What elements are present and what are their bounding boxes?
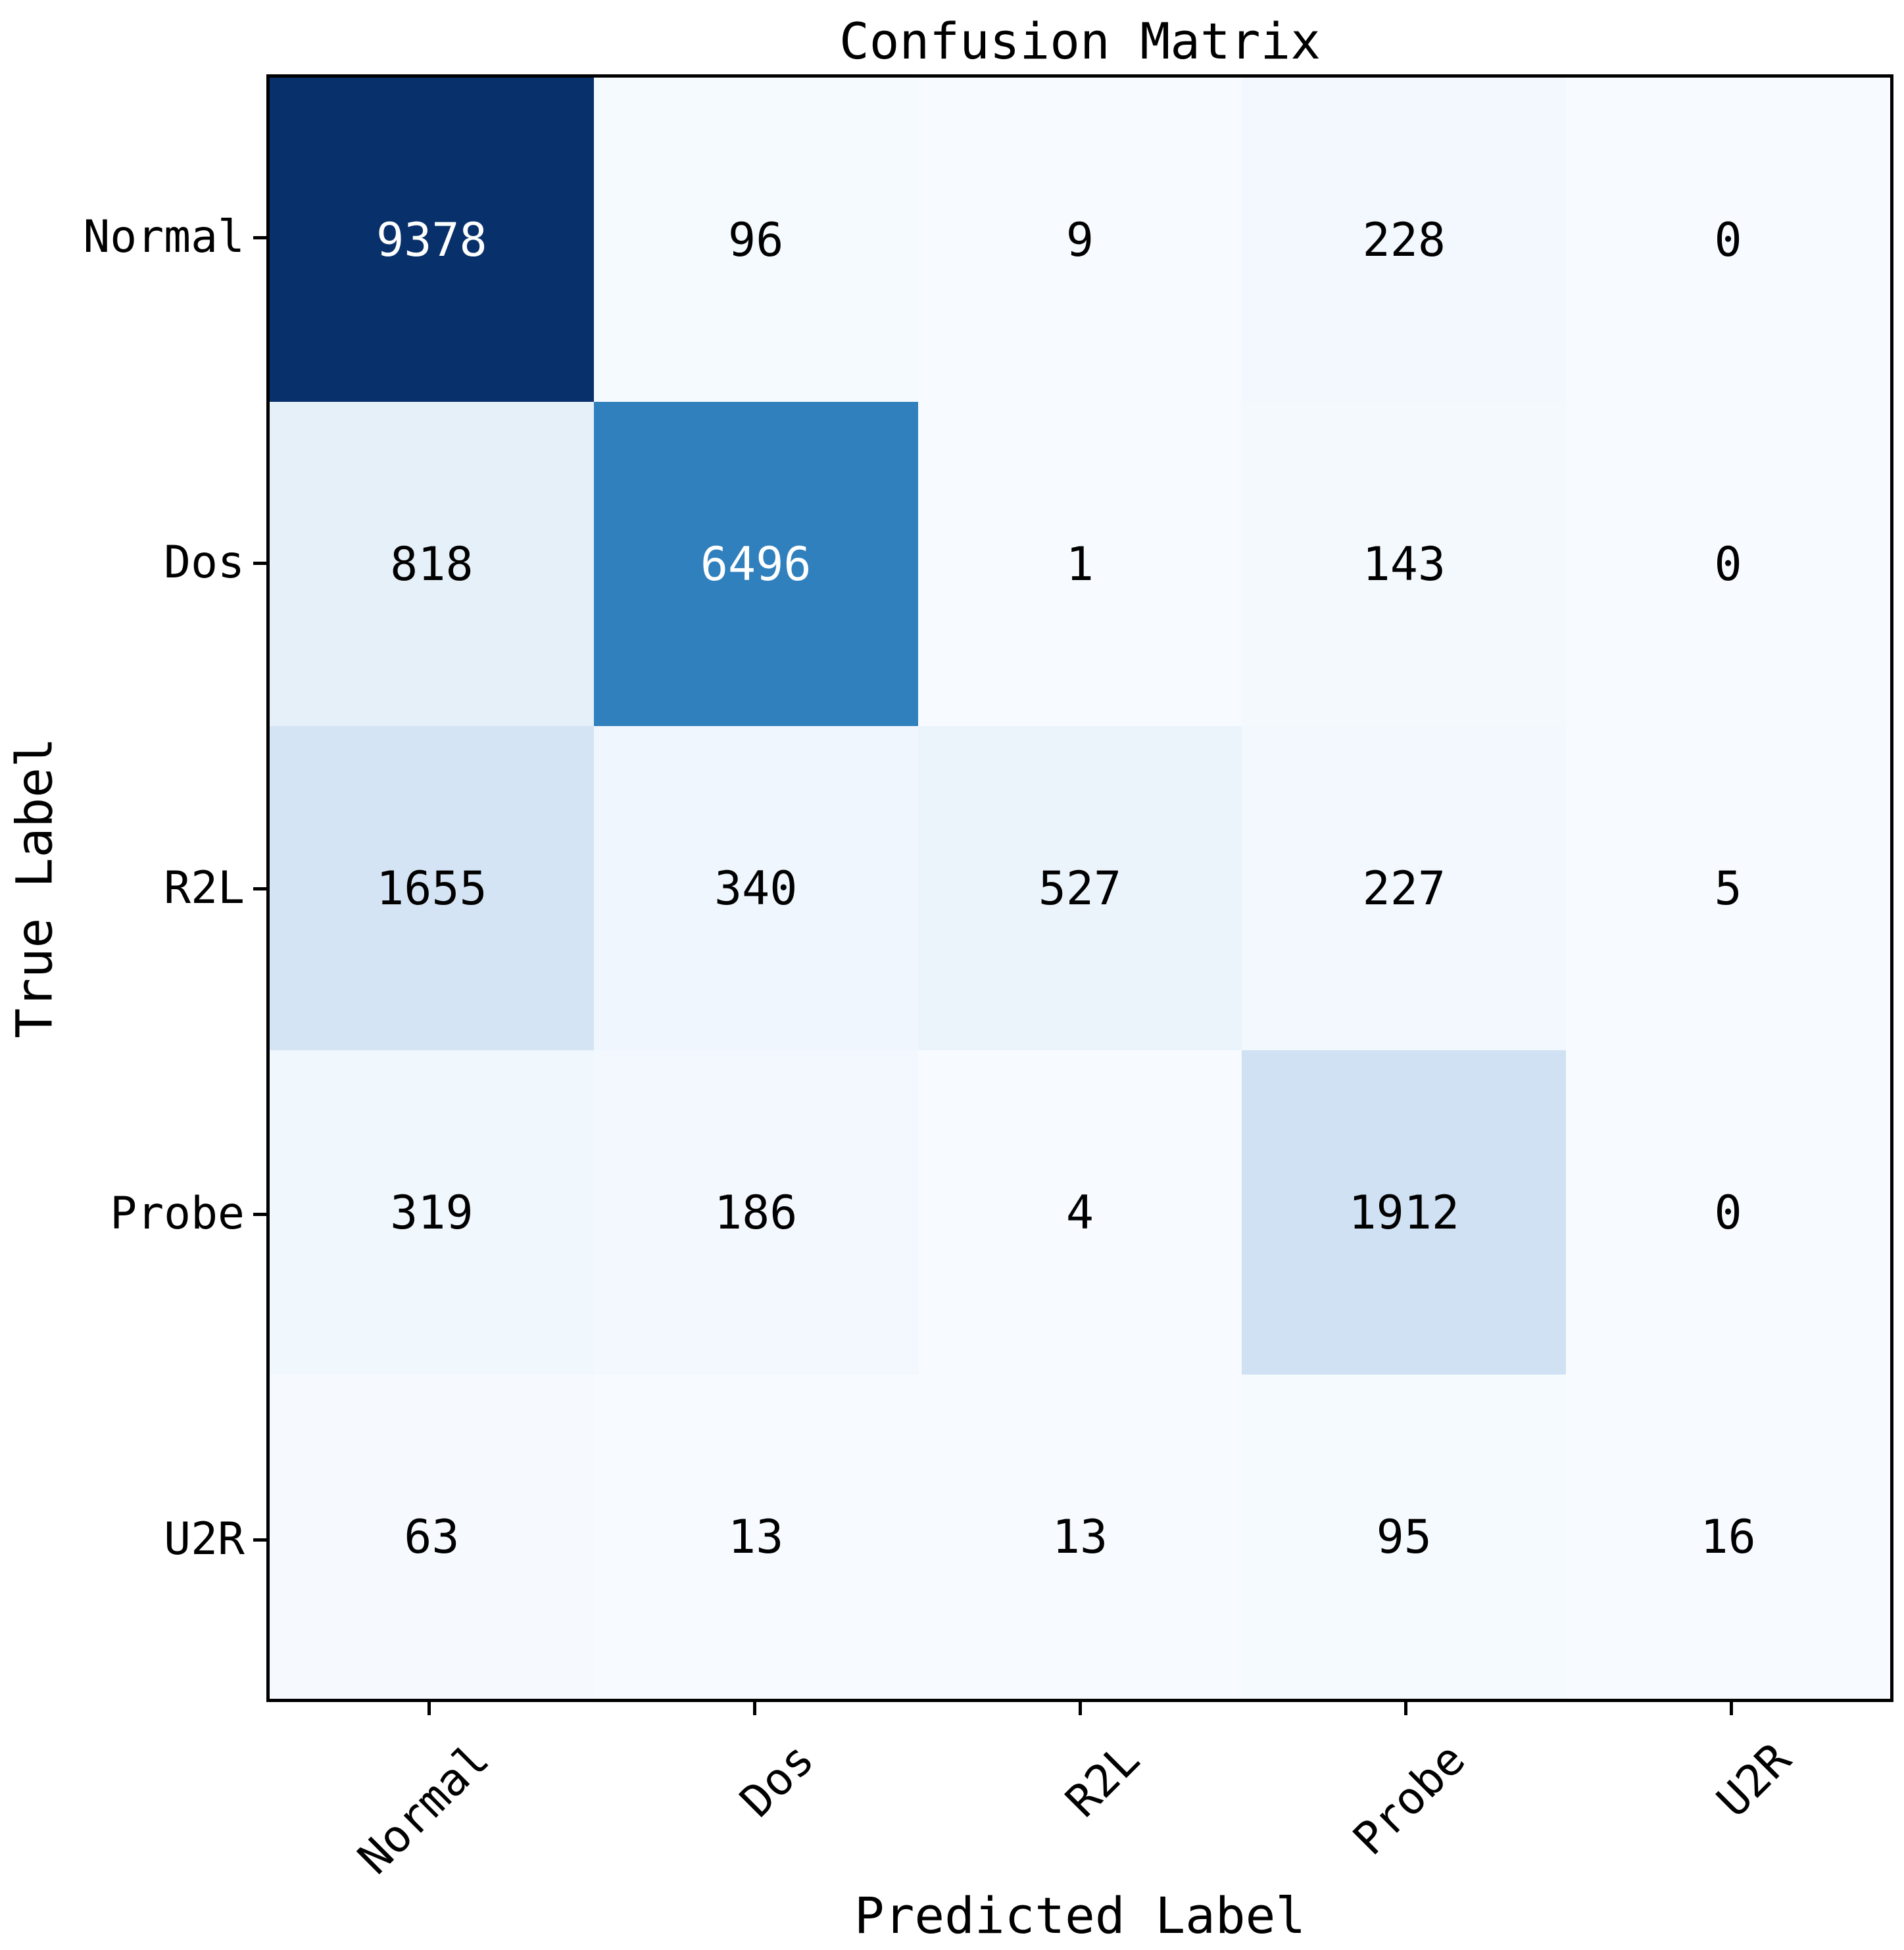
cell-value: 13 — [728, 1509, 784, 1564]
cell-value: 818 — [390, 537, 474, 591]
y-tick-label: U2R — [164, 1513, 245, 1565]
cell-value: 186 — [714, 1185, 798, 1240]
cell-value: 228 — [1362, 212, 1446, 267]
matrix-cell: 1655 — [270, 726, 594, 1050]
matrix-cell: 16 — [1566, 1375, 1890, 1699]
matrix-cell: 13 — [593, 1375, 918, 1699]
matrix-cell: 340 — [593, 726, 918, 1050]
cell-value: 6496 — [700, 537, 812, 591]
cell-value: 319 — [390, 1185, 474, 1240]
cell-value: 1912 — [1348, 1185, 1460, 1240]
y-tick — [253, 1538, 266, 1542]
y-tick — [253, 1212, 266, 1216]
cell-value: 96 — [728, 212, 784, 267]
matrix-cell: 9 — [917, 78, 1242, 402]
cell-value: 16 — [1700, 1509, 1756, 1564]
cell-value: 5 — [1714, 861, 1742, 915]
cell-value: 9 — [1065, 212, 1094, 267]
y-tick — [253, 887, 266, 890]
matrix-cell: 319 — [270, 1050, 594, 1375]
matrix-cell: 13 — [917, 1375, 1242, 1699]
matrix-cell: 6496 — [593, 402, 918, 726]
x-tick — [1729, 1702, 1733, 1715]
matrix-cell: 1912 — [1242, 1050, 1567, 1375]
chart-title: Confusion Matrix — [839, 12, 1321, 70]
cell-value: 1 — [1065, 537, 1094, 591]
x-tick-label: R2L — [1056, 1733, 1150, 1828]
matrix-cell: 0 — [1566, 78, 1890, 402]
matrix-cell: 9378 — [270, 78, 594, 402]
y-tick-label: Dos — [164, 536, 245, 589]
matrix-cell: 1 — [917, 402, 1242, 726]
cell-value: 9378 — [376, 212, 487, 267]
matrix-cell: 527 — [917, 726, 1242, 1050]
matrix-cell: 95 — [1242, 1375, 1567, 1699]
cell-value: 527 — [1038, 861, 1122, 915]
cell-value: 95 — [1376, 1509, 1432, 1564]
x-tick — [753, 1702, 757, 1715]
cell-value: 1655 — [376, 861, 487, 915]
matrix-cell: 63 — [270, 1375, 594, 1699]
cell-value: 340 — [714, 861, 798, 915]
cell-value: 0 — [1714, 537, 1742, 591]
matrix-cell: 0 — [1566, 1050, 1890, 1375]
matrix-cell: 5 — [1566, 726, 1890, 1050]
cell-value: 63 — [404, 1509, 460, 1564]
y-tick — [253, 235, 266, 239]
matrix-cell: 228 — [1242, 78, 1567, 402]
x-tick-label: Probe — [1343, 1733, 1476, 1866]
cell-value: 0 — [1714, 1185, 1742, 1240]
cell-value: 13 — [1052, 1509, 1108, 1564]
x-tick — [427, 1702, 431, 1715]
matrix-cell: 96 — [593, 78, 918, 402]
cell-value: 0 — [1714, 212, 1742, 267]
x-axis-label: Predicted Label — [854, 1886, 1306, 1945]
x-tick — [1404, 1702, 1407, 1715]
y-tick-label: Normal — [83, 210, 245, 263]
x-tick — [1079, 1702, 1082, 1715]
matrix-grid: 9378 96 9 228 0 818 6496 1 143 0 1655 340 527 227 5 319… — [266, 74, 1893, 1702]
matrix-cell: 818 — [270, 402, 594, 726]
cell-value: 4 — [1065, 1185, 1094, 1240]
matrix-cell: 186 — [593, 1050, 918, 1375]
y-tick-label: Probe — [110, 1187, 245, 1240]
cell-value: 143 — [1362, 537, 1446, 591]
x-tick-label: Normal — [348, 1733, 500, 1885]
matrix-cell: 4 — [917, 1050, 1242, 1375]
matrix-cell: 143 — [1242, 402, 1567, 726]
x-tick-label: Dos — [731, 1733, 825, 1828]
matrix-cell: 227 — [1242, 726, 1567, 1050]
y-tick-label: R2L — [164, 862, 245, 914]
cell-value: 227 — [1362, 861, 1446, 915]
x-tick-label: U2R — [1707, 1733, 1801, 1828]
matrix-cell: 0 — [1566, 402, 1890, 726]
y-tick — [253, 561, 266, 565]
